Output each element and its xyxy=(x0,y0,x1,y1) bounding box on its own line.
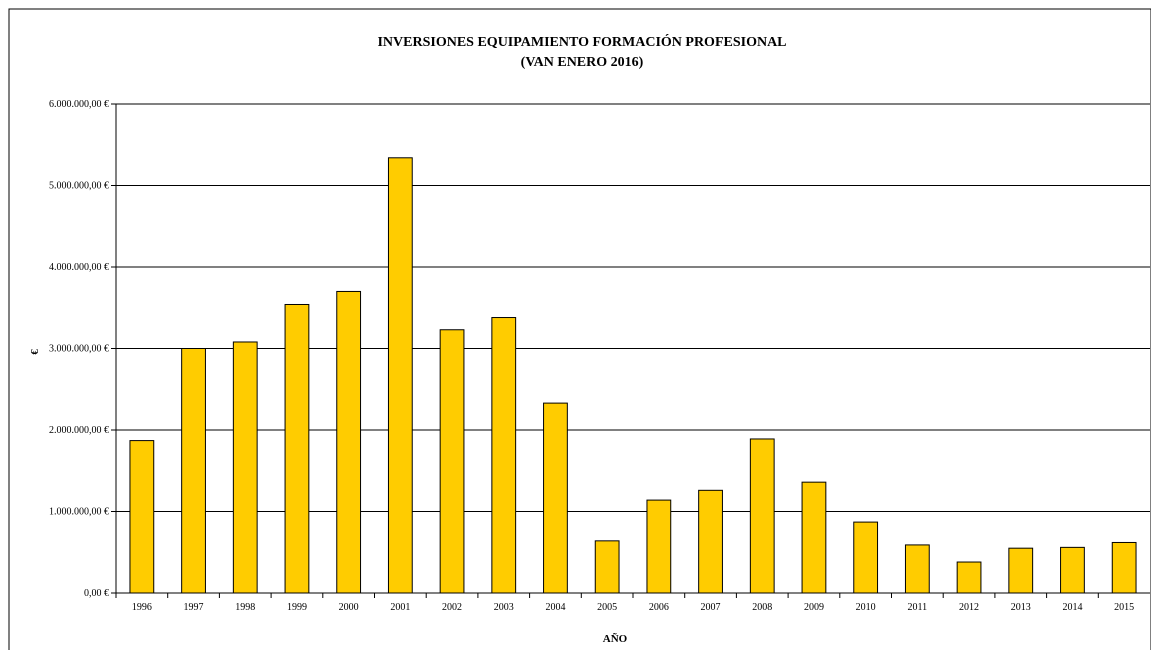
y-tick-label: 0,00 € xyxy=(84,588,109,599)
bar-2004 xyxy=(543,402,568,594)
bar-2013 xyxy=(1008,547,1034,594)
bar-2010 xyxy=(853,521,879,594)
bar-1997 xyxy=(181,348,206,594)
chart-subtitle: (VAN ENERO 2016) xyxy=(521,55,644,70)
y-tick-label: 5.000.000,00 € xyxy=(49,181,109,192)
y-tick-label: 6.000.000,00 € xyxy=(49,99,109,110)
bar-1996 xyxy=(129,440,155,594)
x-tick-label: 2008 xyxy=(752,602,772,613)
bar-2001 xyxy=(387,157,413,594)
x-tick-label: 2010 xyxy=(856,602,876,613)
x-tick-label: 2006 xyxy=(649,602,669,613)
x-tick-label: 2013 xyxy=(1011,602,1031,613)
x-tick-label: 2014 xyxy=(1062,602,1082,613)
chart-title: INVERSIONES EQUIPAMIENTO FORMACIÓN PROFE… xyxy=(377,33,786,50)
x-tick-label: 2001 xyxy=(390,602,410,613)
chart-frame xyxy=(8,8,1151,655)
bar-2012 xyxy=(956,561,982,594)
x-tick-label: 1996 xyxy=(132,602,152,613)
bar-2015 xyxy=(1111,541,1137,594)
axes xyxy=(115,104,1150,598)
x-tick-label: 1997 xyxy=(184,602,204,613)
x-tick-label: 2011 xyxy=(908,602,928,613)
x-tick-label: 2015 xyxy=(1114,602,1134,613)
x-tick-label: 2009 xyxy=(804,602,824,613)
x-tick-label: 2004 xyxy=(545,602,565,613)
x-tick-label: 1999 xyxy=(287,602,307,613)
x-tick-labels: 1996 1997 1998 1999 2000 2001 2002 2003 2004 2005… xyxy=(132,602,1134,613)
x-tick-label: 2002 xyxy=(442,602,462,613)
bar-1999 xyxy=(284,303,310,594)
y-tick-label: 3.000.000,00 € xyxy=(49,344,109,355)
bar-2005 xyxy=(594,540,620,594)
y-tick-label: 1.000.000,00 € xyxy=(49,507,109,518)
y-tick-labels: 0,00 € 1.000.000,00 € 2.000.000,00 € 3.000.… xyxy=(49,99,109,599)
bar-2014 xyxy=(1060,546,1085,594)
bar-2000 xyxy=(336,290,362,594)
bar-2006 xyxy=(646,499,672,594)
x-tick-label: 2007 xyxy=(701,602,721,613)
bar-2002 xyxy=(439,329,465,594)
y-tick-label: 2.000.000,00 € xyxy=(49,425,109,436)
bar-2008 xyxy=(749,438,775,594)
x-axis-label: AÑO xyxy=(603,633,628,645)
bar-2011 xyxy=(904,544,930,594)
bar-2007 xyxy=(698,489,723,594)
bars xyxy=(129,157,1137,594)
y-axis-label: € xyxy=(29,349,41,355)
bar-2003 xyxy=(491,317,517,594)
x-tick-label: 1998 xyxy=(235,602,255,613)
bar-2009 xyxy=(801,481,827,594)
x-tick-label: 2003 xyxy=(494,602,514,613)
y-tick-label: 4.000.000,00 € xyxy=(49,262,109,273)
x-tick-label: 2005 xyxy=(597,602,617,613)
x-tick-label: 2012 xyxy=(959,602,979,613)
bar-1998 xyxy=(232,341,258,594)
x-tick-label: 2000 xyxy=(339,602,359,613)
